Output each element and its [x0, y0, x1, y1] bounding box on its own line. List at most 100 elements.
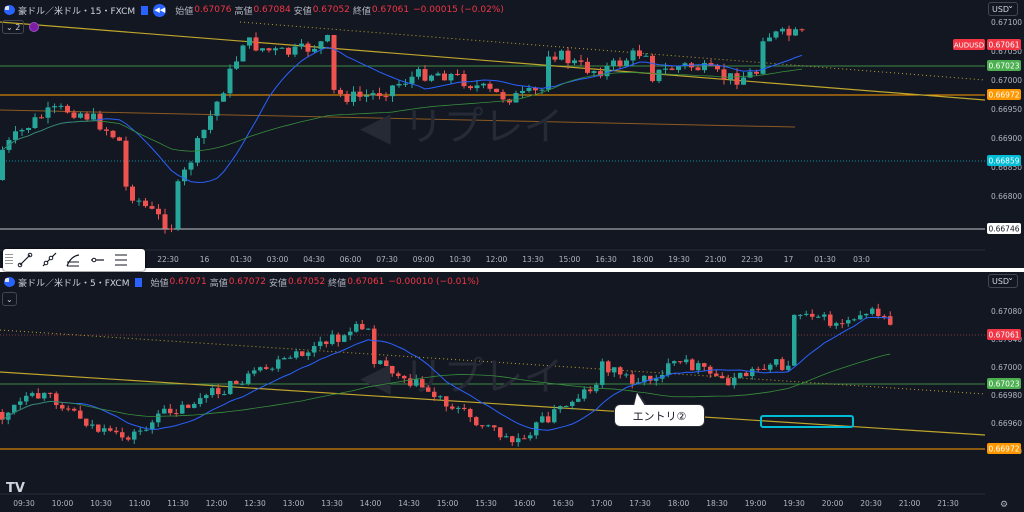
- x-tick-label: 03:00: [267, 255, 289, 264]
- chart-canvas-15m[interactable]: 0.67100 0.67050 0.67000 0.66950 0.66900 0.668…: [0, 0, 1024, 268]
- ma-slow-line: [2, 68, 803, 152]
- candle-body: [39, 117, 44, 119]
- low-label: 安値: [268, 278, 287, 289]
- candle-body: [372, 328, 377, 364]
- candle-body: [630, 50, 636, 61]
- candle-body: [402, 375, 407, 379]
- x-tick-label: 20:30: [860, 499, 882, 508]
- candle-body: [306, 352, 311, 356]
- candle-body: [36, 393, 41, 399]
- candle-body: [715, 65, 720, 70]
- candle-body: [750, 368, 755, 377]
- chart-pane-15m[interactable]: 0.67100 0.67050 0.67000 0.66950 0.66900 0.668…: [0, 0, 1024, 268]
- bookmark-icon[interactable]: [141, 5, 149, 15]
- candle-body: [180, 404, 185, 414]
- price-tag-text: 0.67061: [988, 41, 1019, 50]
- candle-body: [600, 361, 605, 385]
- candle-body: [682, 63, 688, 67]
- candle-body: [366, 328, 371, 330]
- candle-body: [102, 428, 107, 432]
- price-tag-text: 0.66972: [988, 91, 1019, 100]
- candle-body: [42, 392, 47, 399]
- candle-body: [480, 425, 485, 427]
- price-tag-text: 0.67023: [988, 62, 1019, 71]
- candle-body: [12, 404, 17, 413]
- candle-body: [516, 438, 521, 443]
- candle-body: [324, 341, 329, 345]
- indicator-toggle-5m[interactable]: ⌄: [2, 292, 17, 306]
- candle-body: [578, 60, 584, 62]
- price-tag: [987, 223, 1021, 234]
- candle-body: [728, 73, 733, 80]
- x-tick-label: 11:00: [129, 499, 151, 508]
- horizontal-ray-tool-icon[interactable]: [85, 250, 109, 270]
- y-tick-label: 0.66980: [991, 391, 1022, 400]
- candle-body: [210, 388, 215, 396]
- parallel-channel-tool-icon[interactable]: [109, 250, 133, 270]
- candle-body: [240, 383, 245, 385]
- entry-zone-box: [760, 415, 854, 428]
- candle-body: [344, 93, 350, 102]
- symbol-name-5m[interactable]: 豪ドル／米ドル・5・FXCM: [18, 278, 130, 289]
- candle-body: [522, 438, 527, 440]
- chart-canvas-5m[interactable]: 0.670800.670400.670000.669800.669600.669…: [0, 272, 1024, 512]
- candle-body: [572, 60, 577, 64]
- candle-body: [432, 391, 437, 398]
- ray-line-tool-icon[interactable]: [37, 250, 61, 270]
- candle-body: [585, 61, 590, 73]
- candle-body: [420, 379, 425, 388]
- info-line-tool-icon[interactable]: [61, 250, 85, 270]
- symbol-tag: [953, 39, 985, 50]
- candle-body: [84, 113, 90, 120]
- candle-body: [58, 105, 64, 107]
- trend-line-tool-icon[interactable]: [13, 250, 37, 270]
- currency-selector[interactable]: USD: [988, 1, 1018, 16]
- indicator-toggle[interactable]: ⌄ 2: [2, 20, 40, 34]
- candle-body: [792, 314, 797, 366]
- candle-body: [143, 200, 148, 207]
- indicator-count-button[interactable]: ⌄ 2: [2, 20, 25, 34]
- candle-body: [786, 28, 792, 36]
- candle-body: [390, 85, 395, 97]
- dotted-trend-line: [239, 21, 986, 81]
- pane-separator[interactable]: [0, 268, 1024, 272]
- indicator-count: 2: [15, 22, 21, 32]
- candle-body: [195, 138, 200, 163]
- candle-body: [110, 130, 116, 138]
- candle-body: [258, 367, 263, 371]
- entry-annotation[interactable]: エントリ②: [614, 391, 705, 427]
- currency-selector-5m[interactable]: USD: [988, 273, 1018, 288]
- open-value: 0.67071: [169, 277, 207, 287]
- symbol-name[interactable]: 豪ドル／米ドル・15・FXCM: [18, 6, 136, 17]
- chart-pane-5m[interactable]: 0.670800.670400.670000.669800.669600.669…: [0, 272, 1024, 512]
- x-tick-label: 13:30: [321, 499, 343, 508]
- x-tick-label: 18:00: [632, 255, 654, 264]
- candle-body: [468, 409, 473, 418]
- candle-body: [260, 48, 265, 51]
- candle-body: [798, 314, 803, 316]
- candle-body: [71, 112, 77, 118]
- candle-body: [408, 378, 413, 386]
- x-tick-label: 18:30: [706, 499, 728, 508]
- low-label: 安値: [293, 6, 312, 17]
- candle-body: [864, 313, 869, 316]
- candle-body: [474, 85, 480, 89]
- bookmark-icon[interactable]: [135, 277, 143, 287]
- collapse-button[interactable]: ⌄: [2, 292, 17, 306]
- candle-body: [462, 407, 467, 410]
- candle-body: [656, 69, 662, 82]
- drag-handle[interactable]: [5, 254, 13, 266]
- candle-body: [104, 129, 109, 131]
- candle-body: [678, 361, 683, 363]
- candle-body: [858, 315, 863, 320]
- replay-icon[interactable]: ◀◀: [153, 3, 167, 17]
- x-tick-label: 10:30: [449, 255, 471, 264]
- candle-body: [390, 366, 395, 374]
- candle-body: [546, 56, 551, 90]
- price-tag: [987, 329, 1021, 340]
- price-tag-text: 0.66972: [988, 445, 1019, 454]
- candle-body: [732, 377, 737, 386]
- candle-body: [650, 55, 655, 82]
- candle-body: [414, 379, 419, 386]
- candle-body: [676, 66, 681, 70]
